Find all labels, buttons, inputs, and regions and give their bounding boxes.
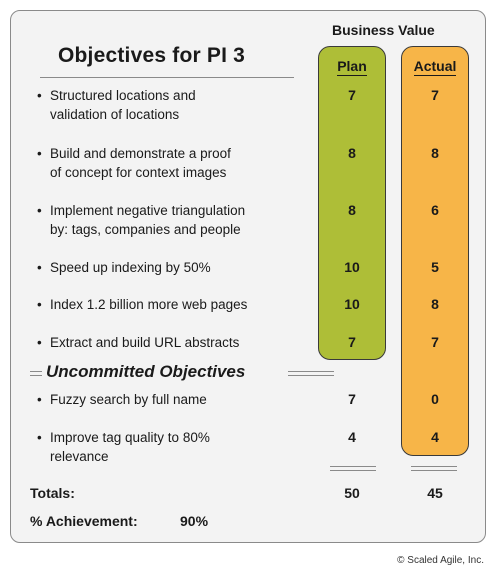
actual-total-separator <box>411 466 457 471</box>
actual-value: 8 <box>431 296 439 312</box>
totals-label: Totals: <box>30 485 75 501</box>
objective-text-line1: Index 1.2 billion more web pages <box>50 297 248 312</box>
bullet-marker: • <box>37 146 42 161</box>
actual-value: 5 <box>431 259 439 275</box>
objective-text-line1: Build and demonstrate a proof <box>50 146 231 161</box>
actual-value: 7 <box>431 87 439 103</box>
objective-text-line2: of concept for context images <box>50 165 227 180</box>
objective-text-line2: validation of locations <box>50 107 180 122</box>
plan-value: 4 <box>348 429 356 445</box>
plan-column-highlight <box>318 46 386 360</box>
page-title: Objectives for PI 3 <box>58 44 246 67</box>
title-divider <box>40 77 294 78</box>
plan-value: 8 <box>348 145 356 161</box>
actual-value: 0 <box>431 391 439 407</box>
plan-total-separator <box>330 466 376 471</box>
bullet-marker: • <box>37 335 42 350</box>
copyright-notice: © Scaled Agile, Inc. <box>397 555 484 566</box>
actual-total: 45 <box>427 485 443 501</box>
bullet-marker: • <box>37 430 42 445</box>
actual-value: 6 <box>431 202 439 218</box>
plan-value: 10 <box>344 296 360 312</box>
objective-text-line1: Implement negative triangulation <box>50 203 246 218</box>
objective-text-line1: Improve tag quality to 80% <box>50 430 210 445</box>
actual-value: 8 <box>431 145 439 161</box>
actual-value: 4 <box>431 429 439 445</box>
uncommitted-section-header: Uncommitted Objectives <box>30 362 340 386</box>
actual-value: 7 <box>431 334 439 350</box>
actual-column-header: Actual <box>401 58 469 76</box>
bullet-marker: • <box>37 297 42 312</box>
actual-column-label: Actual <box>413 58 457 76</box>
objective-text-line1: Fuzzy search by full name <box>50 392 207 407</box>
bullet-marker: • <box>37 203 42 218</box>
plan-column-label: Plan <box>337 58 367 76</box>
objective-text-line2: by: tags, companies and people <box>50 222 241 237</box>
bullet-marker: • <box>37 88 42 103</box>
plan-column-header: Plan <box>318 58 386 76</box>
uncommitted-label: Uncommitted Objectives <box>46 362 246 381</box>
plan-value: 7 <box>348 391 356 407</box>
double-rule-left <box>30 371 42 376</box>
achievement-label: % Achievement: <box>30 513 138 529</box>
plan-value: 8 <box>348 202 356 218</box>
objective-text-line2: relevance <box>50 449 109 464</box>
objective-text-line1: Structured locations and <box>50 88 196 103</box>
double-rule-right <box>288 371 334 376</box>
actual-column-highlight <box>401 46 469 456</box>
objective-text-line1: Extract and build URL abstracts <box>50 335 240 350</box>
business-value-header: Business Value <box>332 22 435 38</box>
plan-total: 50 <box>344 485 360 501</box>
bullet-marker: • <box>37 392 42 407</box>
plan-value: 7 <box>348 334 356 350</box>
bullet-marker: • <box>37 260 42 275</box>
plan-value: 10 <box>344 259 360 275</box>
objective-text-line1: Speed up indexing by 50% <box>50 260 211 275</box>
achievement-value: 90% <box>180 513 209 529</box>
plan-value: 7 <box>348 87 356 103</box>
